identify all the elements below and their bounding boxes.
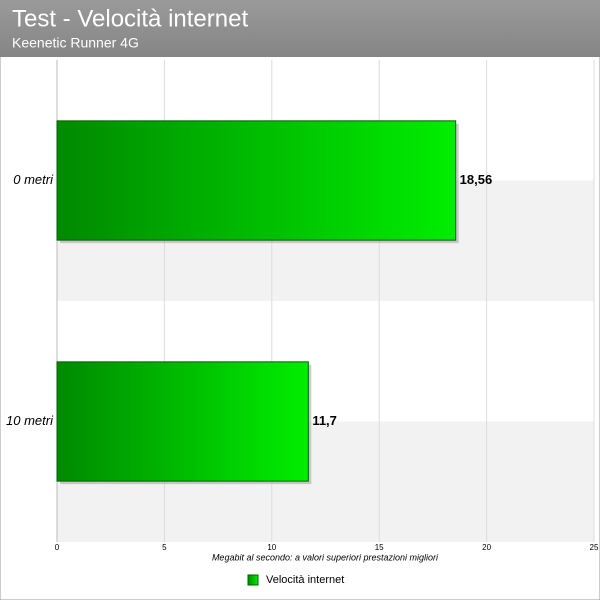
value-label: 11,7 [312,413,337,428]
legend-swatch [247,574,259,586]
x-tick-label: 15 [375,543,384,552]
legend-label: Velocità internet [266,574,344,586]
x-tick-label: 0 [55,543,60,552]
bar [56,361,309,482]
x-tick-label: 5 [162,543,167,552]
x-tick-label: 20 [482,543,491,552]
header [0,0,600,57]
bar [56,120,457,241]
value-label: 18,56 [460,172,493,187]
x-tick-label: 10 [267,543,276,552]
x-axis-label: Megabit al secondo: a valori superiori p… [212,552,439,562]
chart-subtitle: Keenetic Runner 4G [12,35,139,51]
y-tick-label: 10 metri [6,413,54,428]
chart-title: Test - Velocità internet [12,5,248,32]
x-tick-label: 25 [590,543,599,552]
y-tick-label: 0 metri [13,172,54,187]
